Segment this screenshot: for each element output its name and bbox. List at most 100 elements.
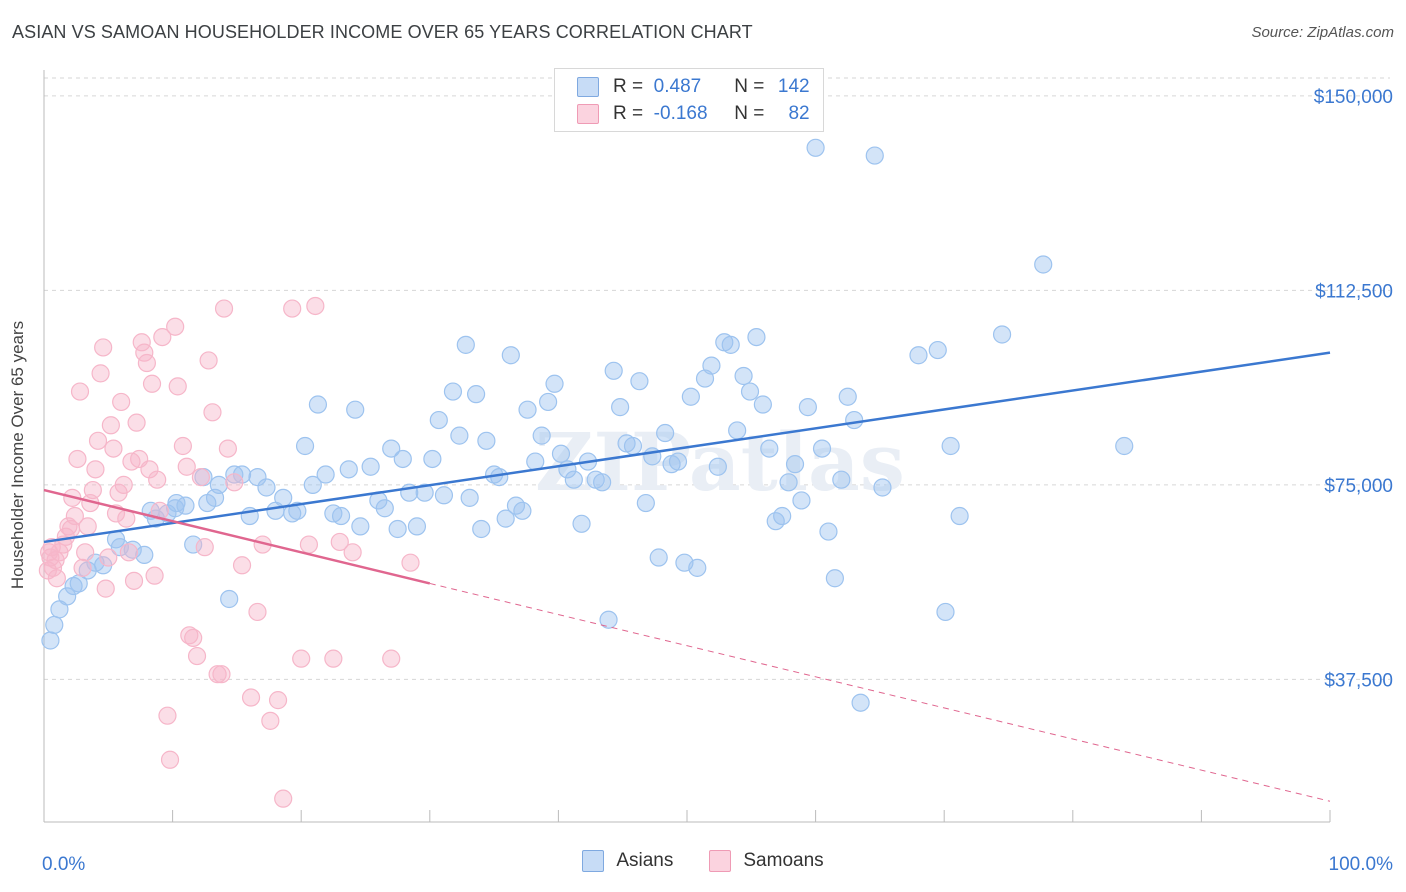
data-point-asians [176, 496, 195, 515]
data-point-asians [851, 693, 870, 712]
data-point-asians [450, 426, 469, 445]
data-point-samoans [382, 649, 401, 668]
data-point-samoans [112, 392, 131, 412]
data-point-samoans [158, 706, 177, 725]
y-tick-label: $75,000 [1324, 476, 1393, 497]
data-point-asians [545, 374, 564, 393]
data-point-samoans [70, 382, 90, 401]
legend-item-asians[interactable]: Asians [582, 850, 673, 872]
data-point-samoans [132, 333, 151, 352]
data-point-samoans [268, 691, 288, 710]
data-point-asians [513, 501, 532, 520]
data-point-asians [747, 327, 766, 347]
data-point-samoans [195, 538, 214, 557]
data-point-asians [477, 431, 496, 450]
data-point-asians [551, 444, 571, 463]
data-point-samoans [101, 416, 120, 435]
data-point-samoans [299, 535, 319, 554]
data-point-samoans [401, 553, 420, 572]
data-point-asians [58, 587, 77, 606]
data-point-samoans [94, 338, 113, 357]
data-point-samoans [86, 460, 105, 479]
data-point-asians [209, 475, 228, 494]
data-point-samoans [343, 543, 362, 562]
legend-swatch-asians [582, 850, 605, 872]
trendline-asians [43, 351, 1331, 544]
data-point-samoans [208, 665, 227, 684]
legend-swatch-asians [577, 77, 599, 97]
data-point-samoans [212, 665, 231, 684]
data-point-asians [845, 410, 864, 430]
legend-label-samoans: Samoans [743, 850, 824, 871]
data-point-asians [623, 436, 643, 456]
y-tick-label: $150,000 [1314, 87, 1393, 108]
legend-r-label: R = [613, 76, 644, 97]
data-point-samoans [137, 353, 156, 373]
data-point-samoans [83, 480, 102, 500]
data-point-samoans [145, 566, 164, 585]
data-point-samoans [166, 317, 185, 336]
legend-n-value: 82 [788, 103, 810, 124]
legend-swatch-samoans [709, 850, 732, 872]
data-point-asians [681, 387, 700, 406]
data-point-samoans [225, 473, 244, 492]
data-point-asians [865, 146, 884, 165]
data-point-asians [604, 361, 623, 380]
data-point-asians [798, 398, 817, 417]
data-point-samoans [199, 351, 218, 370]
data-point-samoans [191, 468, 210, 487]
data-point-samoans [88, 431, 108, 450]
data-point-samoans [148, 470, 167, 489]
data-point-asians [734, 366, 753, 386]
legend-row-asians: R = 0.487 N = 142 [577, 75, 810, 99]
data-point-asians [257, 478, 276, 497]
data-point-asians [873, 478, 892, 497]
data-point-samoans [324, 649, 343, 668]
data-point-asians [45, 615, 64, 635]
data-point-asians [331, 506, 351, 526]
data-point-asians [773, 506, 792, 526]
data-point-asians [928, 340, 947, 360]
legend-r-value: 0.487 [653, 76, 702, 97]
data-point-asians [572, 514, 591, 533]
data-point-asians [838, 387, 857, 406]
data-point-asians [721, 335, 740, 354]
legend-r-value: -0.168 [653, 103, 708, 124]
data-point-asians [382, 439, 401, 458]
data-point-asians [688, 558, 707, 577]
y-tick-label: $37,500 [1324, 670, 1393, 691]
data-point-asians [225, 465, 244, 484]
data-point-asians [806, 138, 825, 157]
data-point-asians [415, 483, 434, 502]
chart-source: Source: ZipAtlas.com [1251, 24, 1394, 41]
data-point-asians [248, 468, 267, 487]
data-point-asians [434, 486, 454, 505]
data-point-asians [346, 400, 365, 419]
data-point-samoans [232, 556, 252, 575]
data-point-asians [779, 473, 798, 492]
data-point-samoans [283, 299, 302, 318]
data-point-asians [303, 475, 322, 494]
data-point-samoans [248, 602, 267, 622]
data-point-asians [220, 589, 239, 609]
data-point-asians [825, 569, 844, 588]
data-point-asians [636, 493, 655, 513]
data-point-asians [599, 610, 618, 629]
data-point-asians [819, 522, 838, 541]
data-point-samoans [187, 646, 207, 666]
data-point-samoans [292, 649, 311, 668]
data-point-samoans [99, 548, 118, 567]
data-point-samoans [73, 558, 92, 577]
data-point-samoans [160, 750, 180, 769]
data-point-asians [668, 452, 688, 471]
data-point-samoans [96, 579, 115, 598]
data-point-samoans [41, 548, 60, 567]
data-point-asians [339, 460, 358, 479]
data-point-asians [909, 346, 928, 365]
data-point-asians [611, 398, 630, 417]
data-point-asians [760, 439, 779, 458]
data-point-asians [593, 473, 612, 492]
legend-item-samoans[interactable]: Samoans [709, 850, 824, 872]
legend-n-label: N = [734, 76, 765, 97]
legend-swatch-samoans [577, 104, 599, 124]
